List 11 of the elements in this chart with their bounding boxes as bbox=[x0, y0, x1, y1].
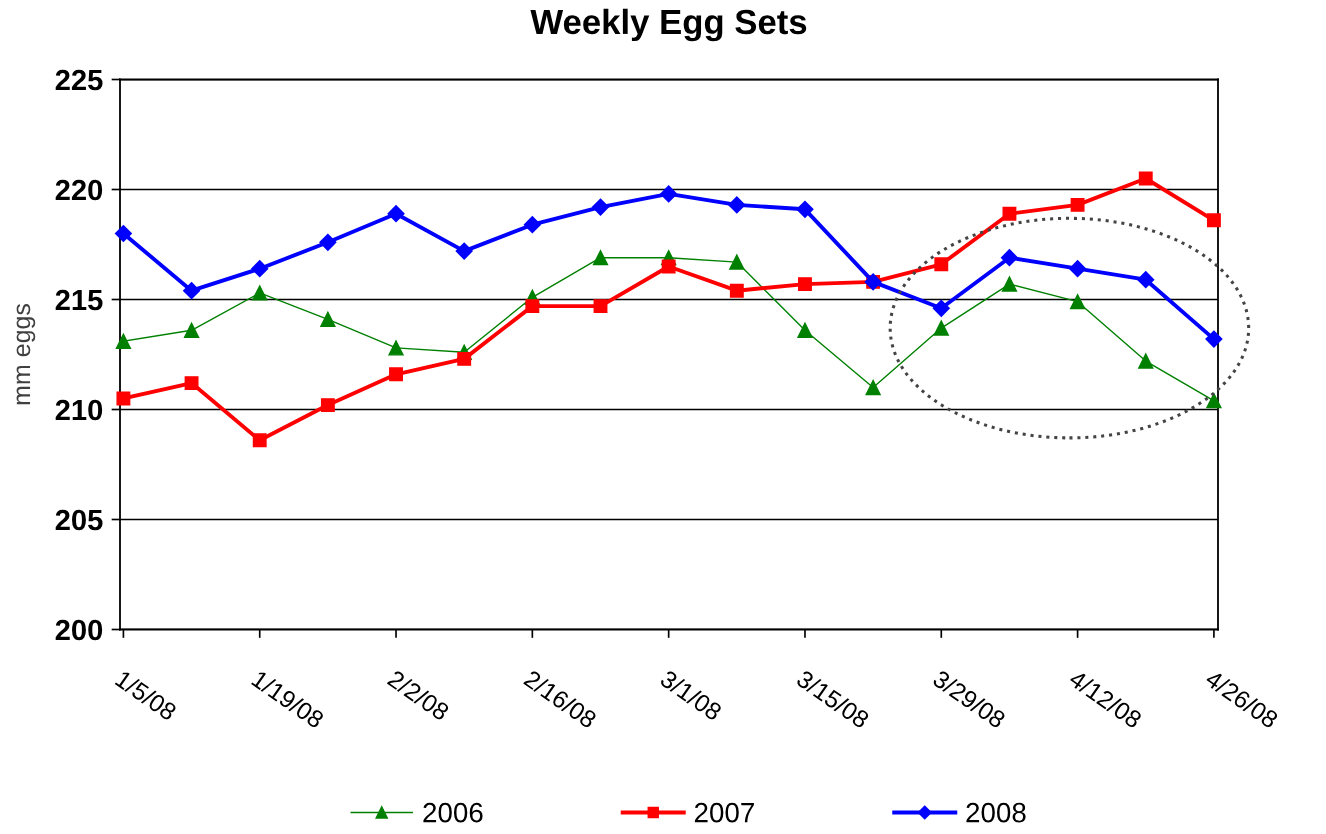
y-tick-label: 205 bbox=[55, 509, 103, 531]
y-tick-label: 215 bbox=[55, 289, 103, 311]
y-axis-title: mm eggs bbox=[16, 304, 36, 405]
y-tick-label: 210 bbox=[55, 399, 103, 421]
chart-title: Weekly Egg Sets bbox=[530, 8, 807, 42]
y-tick-label: 225 bbox=[55, 69, 103, 91]
legend-label: 2008 bbox=[966, 802, 1026, 823]
legend-label: 2006 bbox=[423, 802, 483, 823]
y-tick-label: 200 bbox=[55, 619, 103, 641]
y-tick-label: 220 bbox=[55, 179, 103, 201]
legend-label: 2007 bbox=[694, 802, 754, 823]
